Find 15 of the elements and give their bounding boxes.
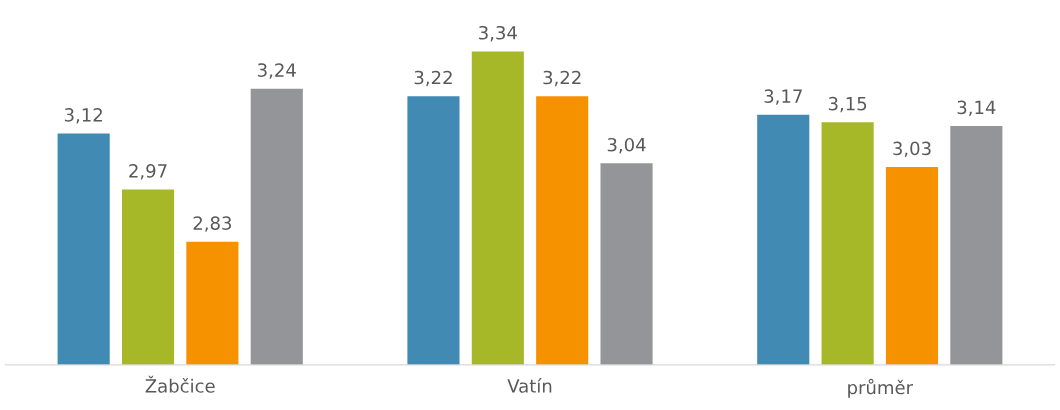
data-label: 3,14: [957, 100, 996, 117]
x-tick-label: průměr: [848, 378, 914, 398]
data-label: 2,97: [129, 164, 167, 180]
data-label: 3,12: [64, 108, 102, 124]
data-label: 3,24: [258, 63, 296, 79]
data-label: 3,22: [543, 70, 581, 87]
data-label: 3,03: [893, 141, 931, 158]
data-label: 3,04: [607, 137, 646, 154]
data-label: 3,34: [479, 25, 517, 42]
x-tick-label: Žabčice: [145, 375, 215, 393]
data-label: 3,15: [828, 96, 867, 113]
data-label: 3,22: [414, 70, 452, 87]
data-label: 2,83: [193, 216, 232, 232]
data-label: 3,17: [764, 89, 802, 105]
x-tick-label: Vatín: [507, 378, 552, 393]
